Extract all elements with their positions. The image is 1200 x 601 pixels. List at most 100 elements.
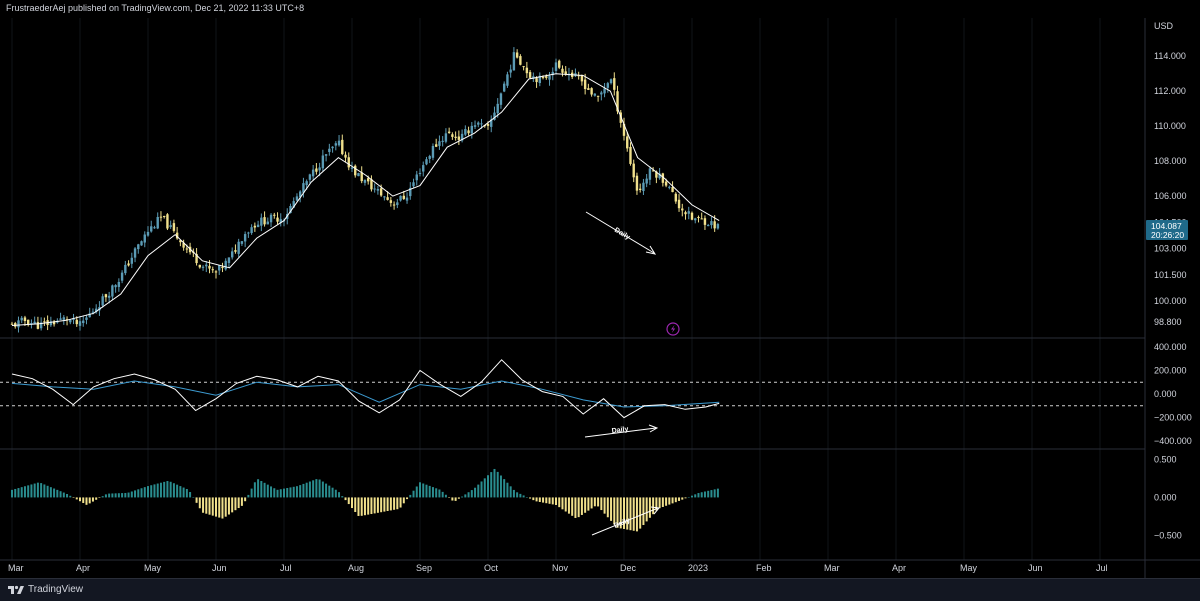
oscillator-bar <box>75 497 78 500</box>
oscillator-bar <box>623 497 625 529</box>
oscillator-bar <box>79 497 81 502</box>
x-tick-label: Apr <box>76 563 90 573</box>
oscillator-bar <box>370 497 373 515</box>
candle-body <box>532 76 535 79</box>
lightning-icon[interactable] <box>666 322 680 336</box>
x-axis: Mar Apr May Jun Jul Aug Sep Oct Nov Dec 2023 Feb Mar… <box>8 563 1108 573</box>
y-tick-label: −0.500 <box>1154 530 1182 540</box>
y-tick-label: 108.000 <box>1154 156 1187 166</box>
oscillator-bar <box>512 489 515 498</box>
candle-body <box>298 191 302 198</box>
annotations: Daily Daily Daily <box>584 211 660 536</box>
oscillator-bar <box>542 497 545 503</box>
oscillator-bar <box>347 497 350 505</box>
candle-body <box>564 71 567 75</box>
candle-body <box>20 317 23 321</box>
cci-divergence-arrow: Daily <box>584 424 659 438</box>
oscillator-bar <box>253 482 256 498</box>
candle-body <box>405 197 409 201</box>
candle-body <box>237 241 240 254</box>
oscillator-bar <box>169 481 172 498</box>
candle-body <box>716 224 720 229</box>
candle-body <box>263 217 266 225</box>
candle-body <box>205 264 208 267</box>
candle-body <box>162 215 166 217</box>
candle-body <box>632 163 635 178</box>
oscillator-bar <box>85 497 88 505</box>
tradingview-logo[interactable]: TradingView <box>8 584 83 595</box>
candle-body <box>600 92 603 95</box>
oscillator-bar <box>36 482 39 498</box>
candle-body <box>82 320 85 324</box>
y-tick-label: 101.500 <box>1154 270 1187 280</box>
y-axis: USD 114.000 112.000 110.000 108.000 106.000 1… <box>1146 21 1192 540</box>
oscillator-bar <box>461 496 464 498</box>
candle-body <box>360 172 363 182</box>
candle-body <box>519 56 522 65</box>
oscillator-bar <box>172 483 175 498</box>
candle-body <box>668 186 671 188</box>
candle-body <box>250 227 253 234</box>
oscillator-bar <box>567 497 570 514</box>
oscillator-bar <box>681 497 684 500</box>
oscillator-bar <box>561 497 564 510</box>
oscillator-bar <box>684 497 687 499</box>
oscillator-bar <box>467 492 470 498</box>
oscillator-bar <box>668 497 671 505</box>
oscillator-bar <box>396 497 399 510</box>
oscillator-bar <box>441 491 444 498</box>
candle-body <box>470 125 474 134</box>
osc-annotation-text: Daily <box>613 517 631 530</box>
x-tick-label: Jun <box>1028 563 1043 573</box>
candle-body <box>52 321 56 325</box>
oscillator-bar <box>551 497 554 505</box>
candle-body <box>477 122 480 125</box>
oscillator-bar <box>503 479 506 498</box>
candle-body <box>447 131 451 133</box>
candle-body <box>243 234 247 242</box>
y-tick-label: 400.000 <box>1154 342 1187 352</box>
chart-area[interactable]: Daily Daily Daily USD 114.000 112.000 110.… <box>0 18 1200 578</box>
candle-body <box>658 173 661 179</box>
oscillator-bar <box>260 481 263 498</box>
candle-body <box>522 66 525 68</box>
oscillator-bar <box>496 471 499 498</box>
oscillator-bar <box>425 484 428 498</box>
candle-body <box>551 71 554 76</box>
oscillator-bar <box>147 486 149 498</box>
candle-body <box>373 188 376 190</box>
candle-body <box>645 178 648 184</box>
x-tick-label: Feb <box>756 563 772 573</box>
candle-body <box>201 266 205 268</box>
oscillator-bar <box>211 497 214 516</box>
publish-text: FrustraederAej published on TradingView.… <box>6 3 305 13</box>
oscillator-bar <box>444 494 447 498</box>
oscillator-bar <box>276 489 279 498</box>
candle-body <box>172 223 176 231</box>
oscillator-bar <box>707 490 710 498</box>
candle-body <box>247 232 250 234</box>
oscillator-bar <box>393 497 396 510</box>
candle-body <box>111 285 114 297</box>
x-tick-label: Jul <box>1096 563 1108 573</box>
candle-body <box>328 148 331 153</box>
x-tick-label: Mar <box>824 563 840 573</box>
x-tick-label: Aug <box>348 563 364 573</box>
price-divergence-arrow: Daily <box>585 211 657 255</box>
oscillator-bar <box>56 489 59 498</box>
candle-body <box>454 136 457 138</box>
oscillator-bar <box>156 483 159 498</box>
oscillator-bar <box>227 497 230 515</box>
oscillator-bar <box>341 496 344 498</box>
candle-body <box>587 88 590 90</box>
oscillator-bar <box>121 493 124 498</box>
candle-body <box>425 159 428 165</box>
candle-body <box>85 317 88 320</box>
x-tick-label: 2023 <box>688 563 708 573</box>
oscillator-bar <box>691 495 693 498</box>
oscillator-bar <box>153 484 156 498</box>
candle-body <box>266 221 270 225</box>
price-annotation-text: Daily <box>613 227 631 242</box>
cci-tick-labels: 400.000 200.000 0.000 −200.000 −400.000 <box>1154 342 1192 446</box>
candle-body <box>315 168 318 172</box>
